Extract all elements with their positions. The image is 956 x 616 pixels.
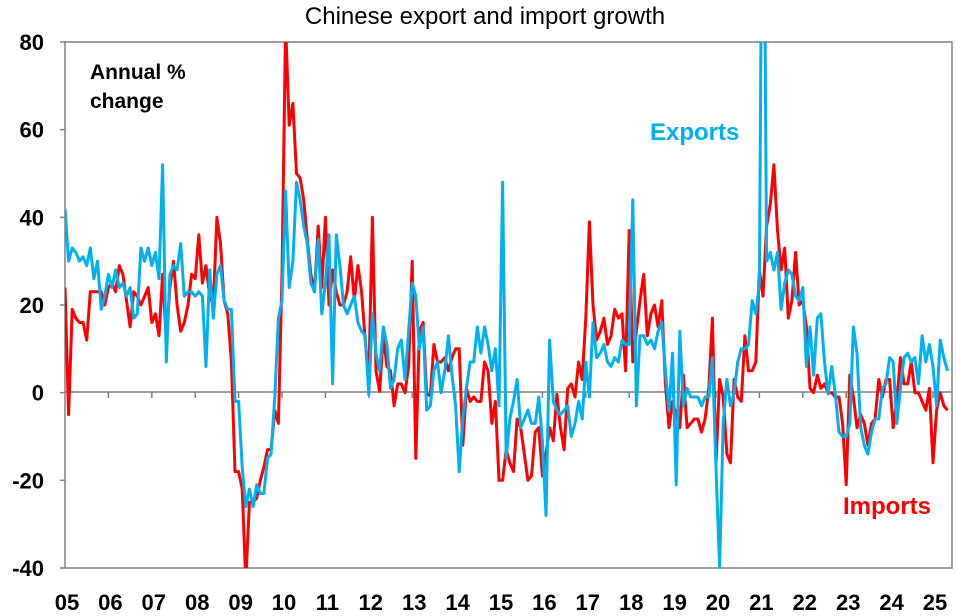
x-tick-label: 24 — [879, 590, 904, 615]
imports-label: Imports — [843, 493, 931, 520]
y-tick-label: 0 — [32, 381, 44, 406]
x-tick-label: 13 — [402, 590, 426, 615]
annotation-line-1: Annual % — [90, 61, 186, 84]
x-tick-label: 06 — [98, 590, 122, 615]
x-tick-label: 11 — [316, 590, 339, 615]
plot-area — [64, 41, 953, 569]
x-tick-label: 12 — [359, 590, 383, 615]
y-tick-label: -40 — [12, 556, 44, 581]
annotation-line-2: change — [90, 90, 164, 113]
x-tick-label: 17 — [576, 590, 600, 615]
chart-title: Chinese export and import growth — [305, 3, 665, 30]
series-line-exports — [65, 42, 949, 568]
x-tick-label: 10 — [272, 590, 296, 615]
x-tick-label: 23 — [836, 590, 860, 615]
x-tick-label: 16 — [532, 590, 556, 615]
x-tick-label: 21 — [749, 590, 773, 615]
x-tick-label: 15 — [489, 590, 513, 615]
exports-label: Exports — [650, 119, 739, 146]
x-tick-label: 25 — [923, 590, 947, 615]
x-tick-label: 18 — [619, 590, 643, 615]
x-tick-label: 14 — [445, 590, 470, 615]
y-tick-label: 20 — [20, 293, 44, 318]
x-tick-label: 08 — [185, 590, 209, 615]
y-tick-label: 80 — [20, 30, 44, 55]
x-tick-label: 22 — [793, 590, 817, 615]
y-tick-label: -20 — [12, 468, 44, 493]
x-tick-label: 20 — [706, 590, 730, 615]
x-tick-label: 09 — [228, 590, 252, 615]
y-tick-label: 60 — [20, 118, 44, 143]
y-tick-label: 40 — [20, 205, 44, 230]
x-tick-label: 05 — [55, 590, 79, 615]
x-tick-label: 07 — [142, 590, 166, 615]
x-tick-label: 19 — [662, 590, 686, 615]
